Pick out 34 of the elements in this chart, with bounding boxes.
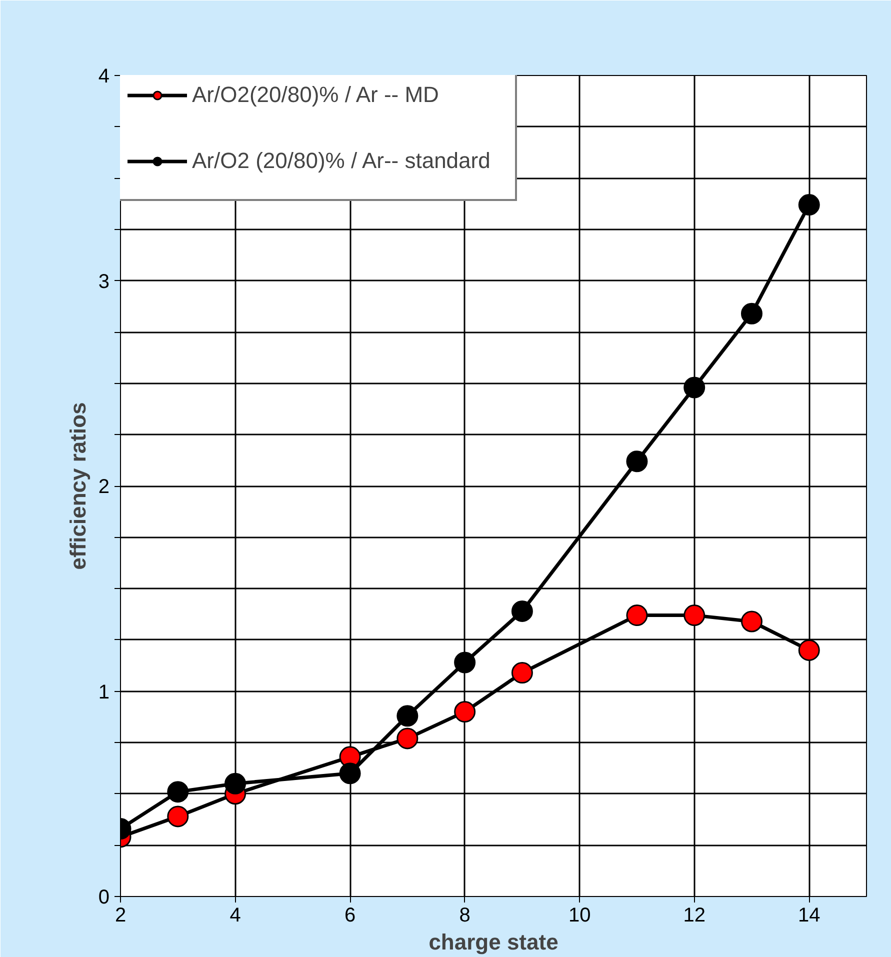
point bbox=[684, 604, 706, 626]
point bbox=[626, 450, 648, 472]
x-axis-title: charge state bbox=[428, 930, 558, 954]
point bbox=[167, 806, 189, 828]
legend-label: Ar/O2 (20/80)% / Ar-- standard bbox=[192, 148, 490, 174]
x-tick-label: 12 bbox=[683, 904, 706, 926]
y-tick-label: 2 bbox=[98, 476, 110, 498]
x-tick-label: 14 bbox=[798, 904, 820, 926]
point bbox=[511, 600, 533, 622]
point bbox=[339, 762, 361, 784]
point bbox=[511, 662, 533, 684]
x-tick-label: 10 bbox=[568, 904, 591, 926]
y-axis-title: efficiency ratios bbox=[65, 402, 90, 570]
point bbox=[396, 728, 418, 750]
point bbox=[454, 701, 476, 723]
point bbox=[626, 604, 648, 626]
point bbox=[684, 376, 706, 398]
x-tick-label: 2 bbox=[114, 904, 126, 926]
x-tick-label: 6 bbox=[344, 904, 356, 926]
point bbox=[454, 652, 476, 674]
point bbox=[740, 302, 762, 324]
point bbox=[224, 772, 246, 794]
x-tick-label: 4 bbox=[230, 904, 241, 926]
y-tick-label: 4 bbox=[98, 66, 110, 88]
point bbox=[798, 639, 820, 661]
y-tick-label: 0 bbox=[98, 886, 110, 908]
point bbox=[396, 705, 418, 727]
legend-label: Ar/O2(20/80)% / Ar -- MD bbox=[192, 82, 439, 108]
point bbox=[798, 194, 820, 216]
x-tick-label: 8 bbox=[459, 904, 470, 926]
y-tick-label: 1 bbox=[98, 681, 110, 704]
point bbox=[167, 781, 189, 803]
y-tick-label: 3 bbox=[98, 270, 110, 293]
point bbox=[740, 610, 762, 632]
